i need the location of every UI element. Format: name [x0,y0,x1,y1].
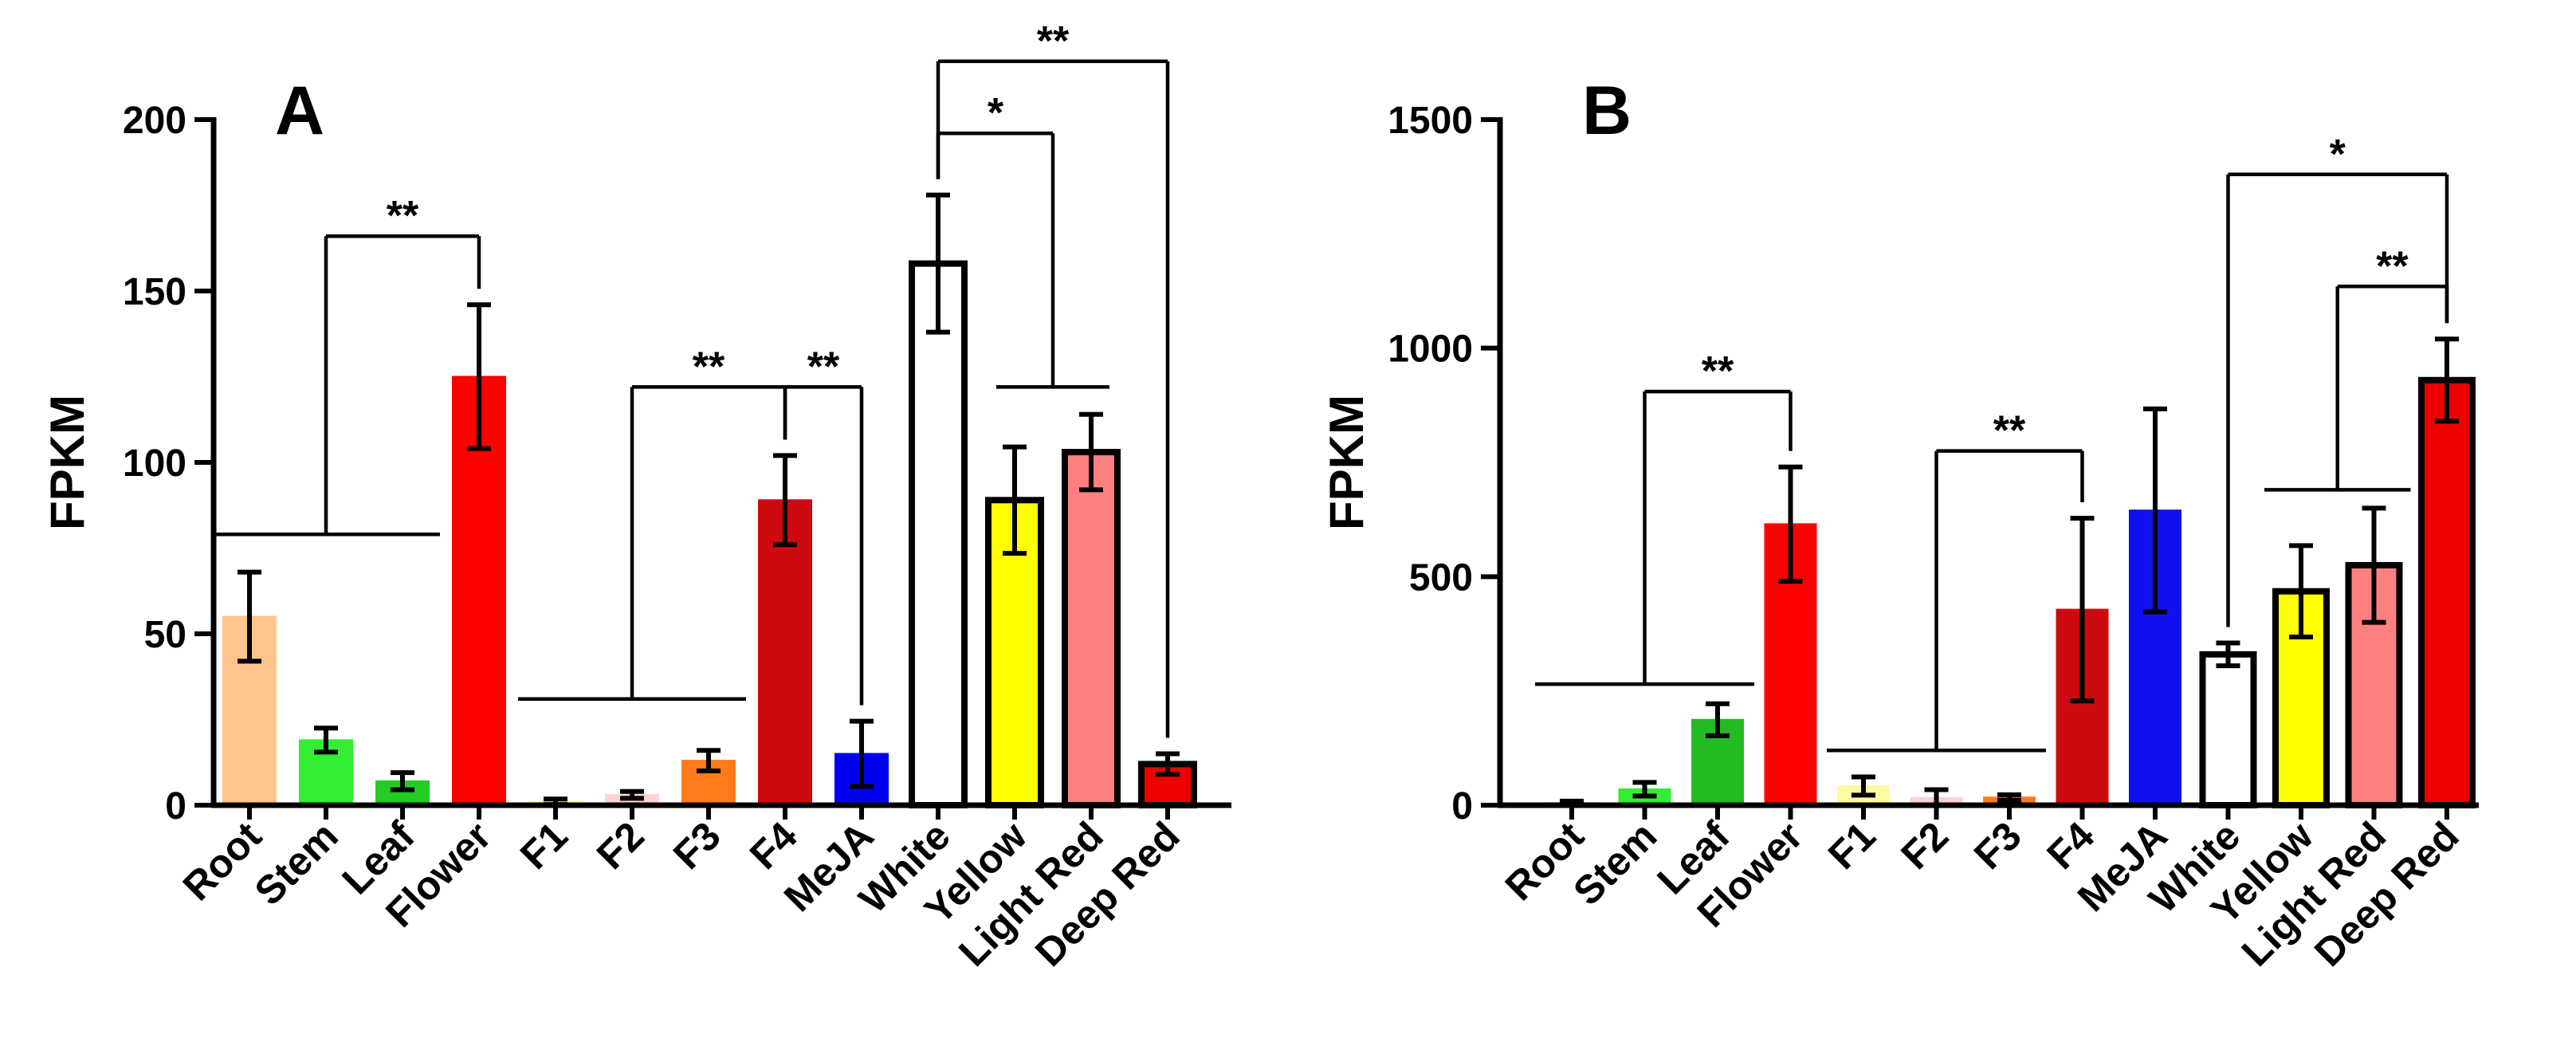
error-bar-f4 [773,453,797,548]
significance-label: ** [2376,243,2409,289]
error-bar-light-red [1079,411,1103,493]
bar-f4 [758,499,812,806]
error-bar-deep-red [1156,751,1180,777]
y-axis-label: FPKM [1320,395,1373,530]
error-bar-root [238,569,261,664]
error-bar-flower [1778,464,1803,584]
significance-bracket: ** [936,18,1170,738]
error-bar-f4 [2070,515,2095,704]
significance-label: ** [1702,348,1734,395]
y-axis-label: FPKM [41,395,94,530]
x-tick-label-root: Root [175,813,270,909]
y-tick-label: 200 [123,100,187,142]
significance-label: ** [693,344,725,390]
panel-letter: A [275,73,324,149]
y-tick-label: 500 [1409,556,1473,599]
x-tick-label-f1: F1 [512,813,576,878]
y-tick-label: 150 [123,271,187,313]
x-tick-label-f3: F3 [1965,813,2030,878]
x-tick-label-stem: Stem [246,813,347,914]
error-bar-f1 [1852,774,1875,798]
y-tick-label: 1000 [1388,328,1473,371]
error-bar-deep-red [2435,336,2459,424]
error-bar-meja [2143,406,2167,615]
error-bar-f3 [1997,792,2021,803]
significance-bracket: ** [1827,408,2084,753]
error-bar-flower [467,302,491,451]
y-tick-label: 0 [1451,785,1473,828]
error-bar-f3 [697,748,721,773]
significance-bracket: ** [783,344,864,706]
error-bar-leaf [1706,701,1730,738]
significance-label: ** [1037,18,1070,65]
bar-deep-red [2418,376,2476,808]
error-bar-f2 [620,788,644,801]
significance-label: ** [1993,408,2026,454]
significance-bracket: ** [212,193,481,537]
x-tick-label-f2: F2 [1892,813,1957,878]
x-tick-label-stem: Stem [1565,813,1665,914]
bar-white [2199,651,2257,808]
significance-bracket: ** [2264,243,2449,492]
significance-label: * [2330,132,2346,178]
x-tick-label-f2: F2 [588,813,653,878]
panel-letter: B [1582,73,1632,149]
error-bar-white [926,192,950,335]
significance-label: ** [807,344,840,390]
error-bar-stem [1632,780,1657,799]
error-bar-meja [850,718,874,789]
x-tick-label-f3: F3 [665,813,729,878]
significance-label: ** [387,193,419,239]
significance-bracket: ** [518,344,787,701]
error-bar-white [2216,640,2240,669]
bar-white [909,260,968,809]
y-tick-label: 50 [144,614,187,656]
significance-bracket: ** [1535,348,1793,686]
y-tick-label: 0 [165,785,187,828]
bar-light-red [1062,449,1121,808]
error-bar-light-red [2362,505,2386,625]
significance-label: * [988,90,1004,136]
error-bar-stem [314,725,338,755]
y-tick-label: 1500 [1388,100,1473,142]
y-tick-label: 100 [123,442,187,485]
error-bar-leaf [391,770,414,792]
x-tick-label-f1: F1 [1820,813,1884,878]
error-bar-yellow [1003,444,1027,556]
error-bar-yellow [2289,543,2313,640]
bar-meja [2129,509,2181,806]
